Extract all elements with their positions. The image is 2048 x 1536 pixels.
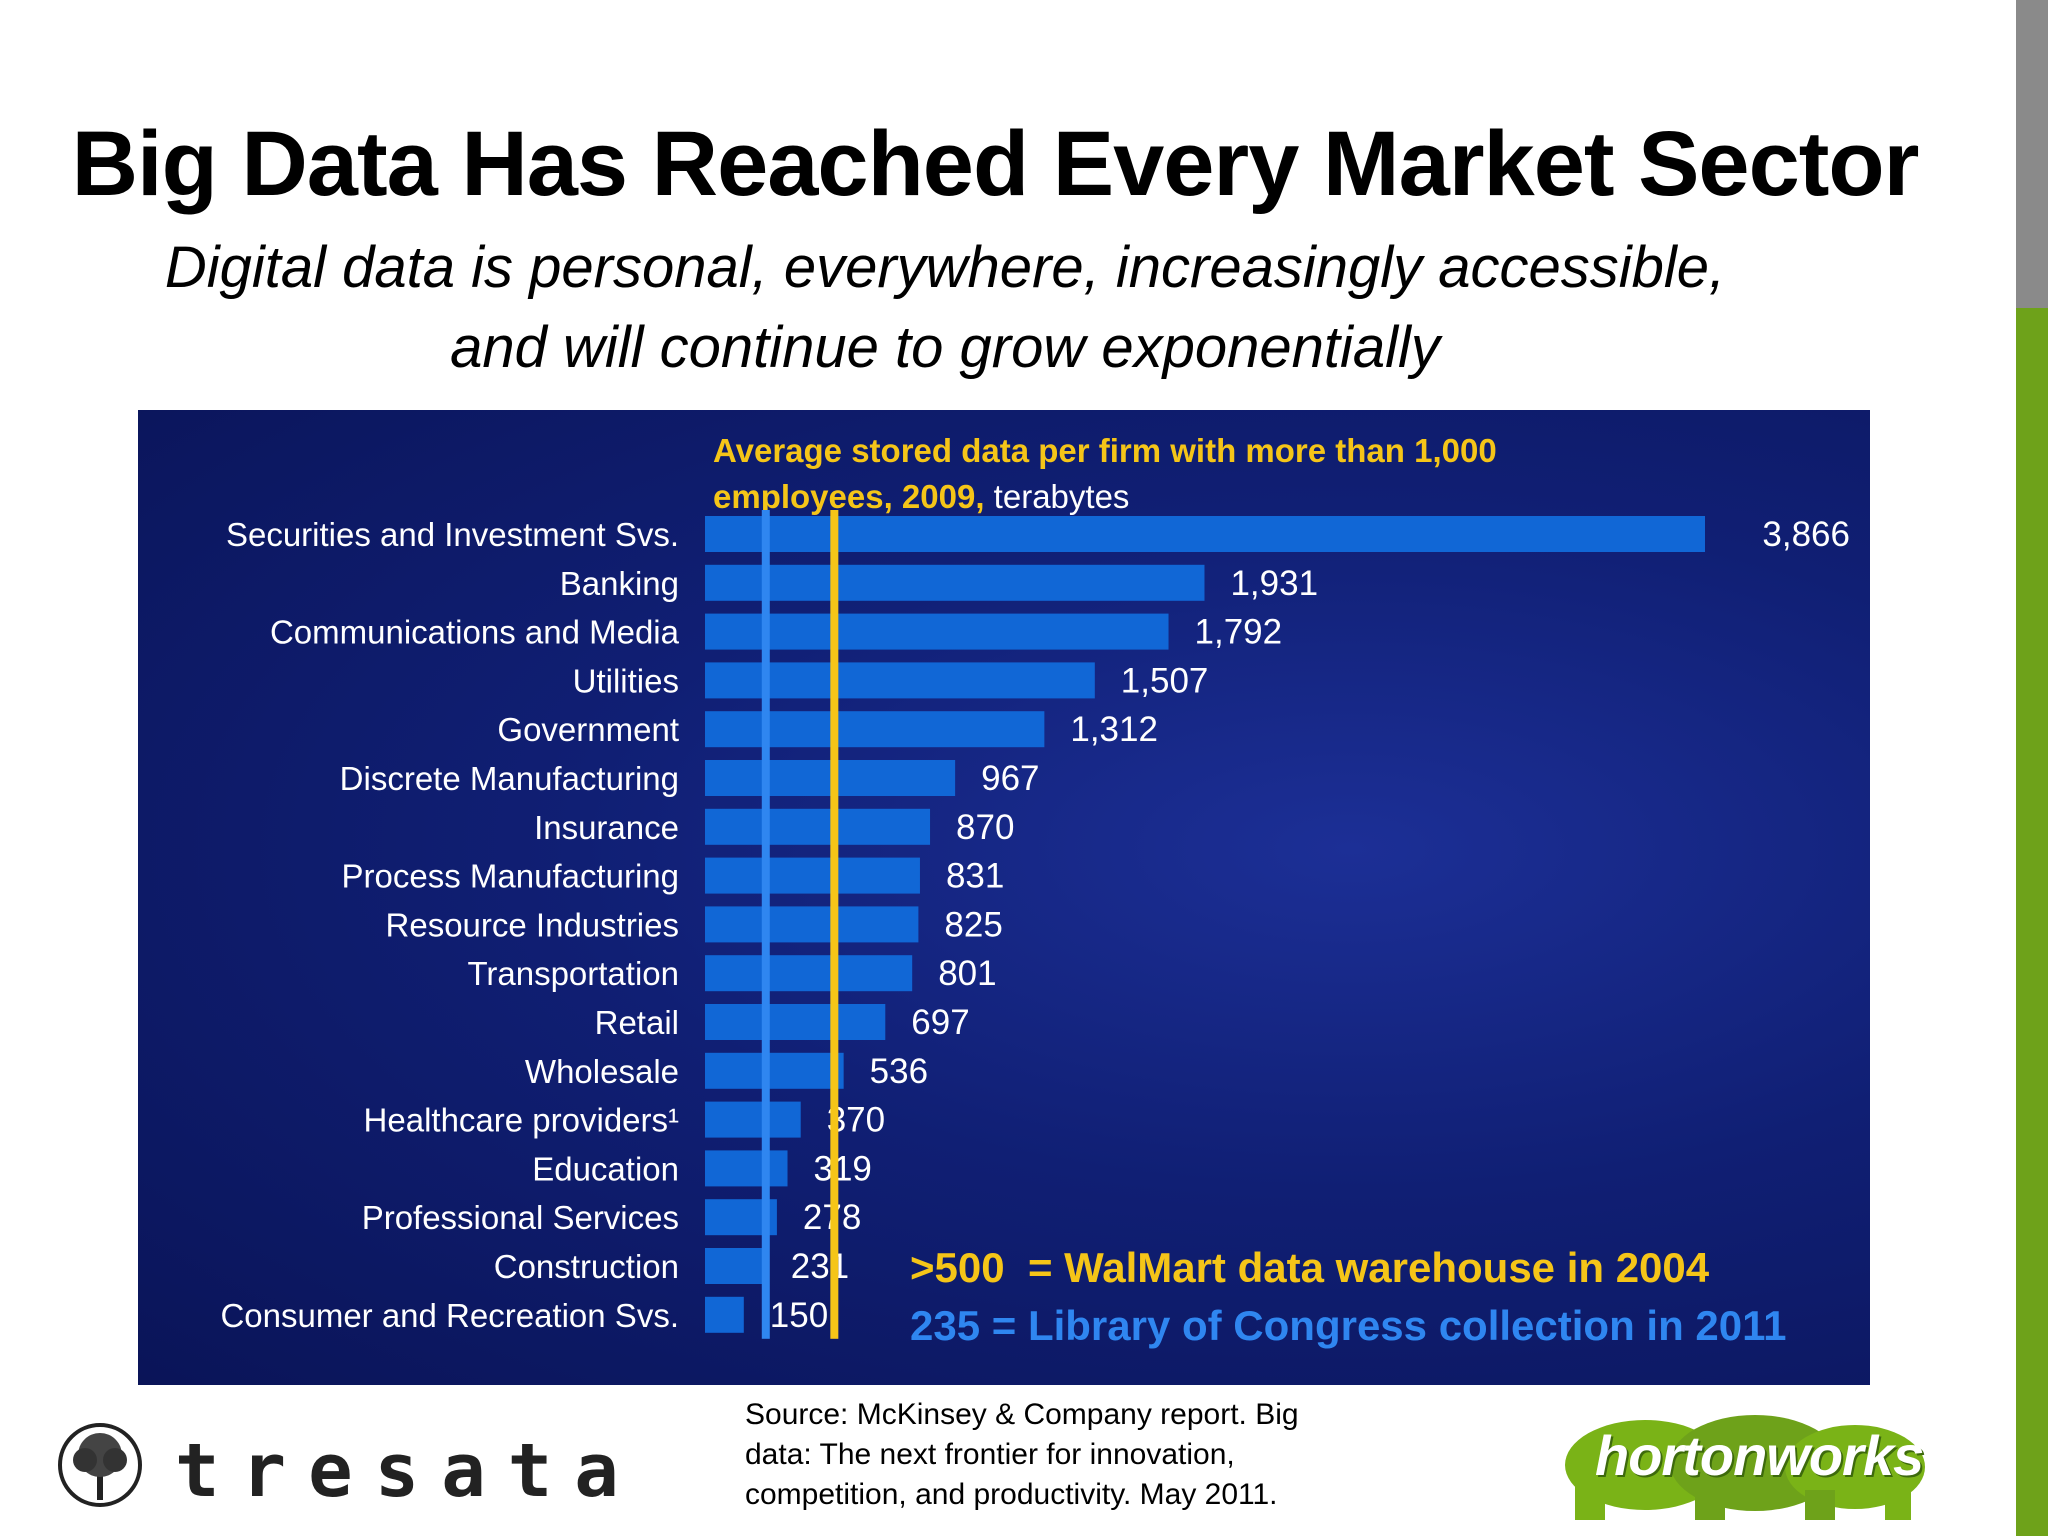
value-label: 697 xyxy=(911,1003,969,1042)
category-label: Discrete Manufacturing xyxy=(340,760,679,797)
value-label: 1,507 xyxy=(1121,661,1209,700)
category-label: Communications and Media xyxy=(270,614,680,651)
bar xyxy=(705,1101,801,1138)
value-label: 3,866 xyxy=(1762,515,1850,554)
reference-lines-layer xyxy=(761,510,839,1339)
category-label: Consumer and Recreation Svs. xyxy=(220,1297,679,1334)
value-label: 150 xyxy=(770,1296,828,1335)
category-label: Construction xyxy=(494,1248,679,1285)
value-label: 1,312 xyxy=(1070,710,1158,749)
category-label: Utilities xyxy=(573,662,679,699)
category-label: Transportation xyxy=(467,955,679,992)
side-accent-green xyxy=(2016,308,2048,1536)
walmart-reference-line xyxy=(830,510,839,1339)
side-accent-grey xyxy=(2016,0,2048,308)
bar xyxy=(705,906,919,943)
bar-chart: Average stored data per firm with more t… xyxy=(220,432,1850,1349)
hortonworks-wordmark: hortonworks xyxy=(1595,1424,1924,1487)
hortonworks-logo: hortonworks xyxy=(1555,1405,1935,1525)
bar xyxy=(705,808,931,845)
bar xyxy=(705,857,920,894)
chart-title-line-1: Average stored data per firm with more t… xyxy=(713,432,1497,469)
category-label: Education xyxy=(532,1150,679,1187)
category-label: Resource Industries xyxy=(386,906,679,943)
chart-title-unit: terabytes xyxy=(985,478,1130,515)
value-label: 825 xyxy=(944,905,1002,944)
value-label: 231 xyxy=(791,1247,849,1286)
bars-layer: Securities and Investment Svs. 3,866 Banki… xyxy=(220,515,1850,1335)
chart-panel: Average stored data per firm with more t… xyxy=(138,410,1870,1385)
walmart-annotation: >500 = WalMart data warehouse in 2004 xyxy=(910,1244,1710,1291)
bar xyxy=(705,1248,765,1284)
chart-title-emphasis: employees, 2009, xyxy=(713,478,985,515)
category-label: Professional Services xyxy=(362,1199,679,1236)
source-note: Source: McKinsey & Company report. Big d… xyxy=(745,1398,1299,1511)
category-label: Securities and Investment Svs. xyxy=(226,516,679,553)
value-label: 967 xyxy=(981,759,1039,798)
slide-subtitle: Digital data is personal, everywhere, in… xyxy=(80,228,1810,388)
category-label: Process Manufacturing xyxy=(342,858,680,895)
library-of-congress-annotation: 235 = Library of Congress collection in … xyxy=(910,1302,1787,1349)
category-label: Banking xyxy=(560,565,679,602)
value-label: 870 xyxy=(956,808,1014,847)
bar xyxy=(705,662,1095,699)
tresata-logo: tresata xyxy=(55,1420,619,1514)
tresata-wordmark: tresata xyxy=(175,1428,641,1514)
category-label: Insurance xyxy=(534,809,679,846)
category-label: Government xyxy=(497,711,679,748)
value-label: 1,792 xyxy=(1195,613,1283,652)
bar xyxy=(705,516,1705,552)
subtitle-line-2: and will continue to grow exponentially xyxy=(450,315,1440,380)
bar xyxy=(705,760,956,796)
category-label: Healthcare providers¹ xyxy=(364,1102,679,1139)
elephant-icon xyxy=(1565,1415,1925,1520)
tree-icon xyxy=(58,1423,142,1507)
bar xyxy=(705,1052,844,1089)
bar xyxy=(705,711,1045,748)
bar xyxy=(705,564,1205,601)
bar xyxy=(705,1150,788,1187)
value-label: 831 xyxy=(946,857,1004,896)
library-reference-line xyxy=(761,510,770,1339)
category-label: Retail xyxy=(595,1004,679,1041)
chart-title-line-2: employees, 2009, terabytes xyxy=(713,478,1129,515)
slide-title: Big Data Has Reached Every Market Sector xyxy=(71,113,1920,215)
value-label: 536 xyxy=(870,1052,928,1091)
bar xyxy=(705,1004,886,1040)
value-label: 319 xyxy=(814,1149,872,1188)
bar xyxy=(705,955,913,992)
bar xyxy=(705,613,1169,650)
subtitle-line-1: Digital data is personal, everywhere, in… xyxy=(164,235,1726,300)
category-label: Wholesale xyxy=(525,1053,679,1090)
bar xyxy=(705,1296,744,1333)
value-label: 1,931 xyxy=(1230,564,1318,603)
value-label: 801 xyxy=(938,954,996,993)
